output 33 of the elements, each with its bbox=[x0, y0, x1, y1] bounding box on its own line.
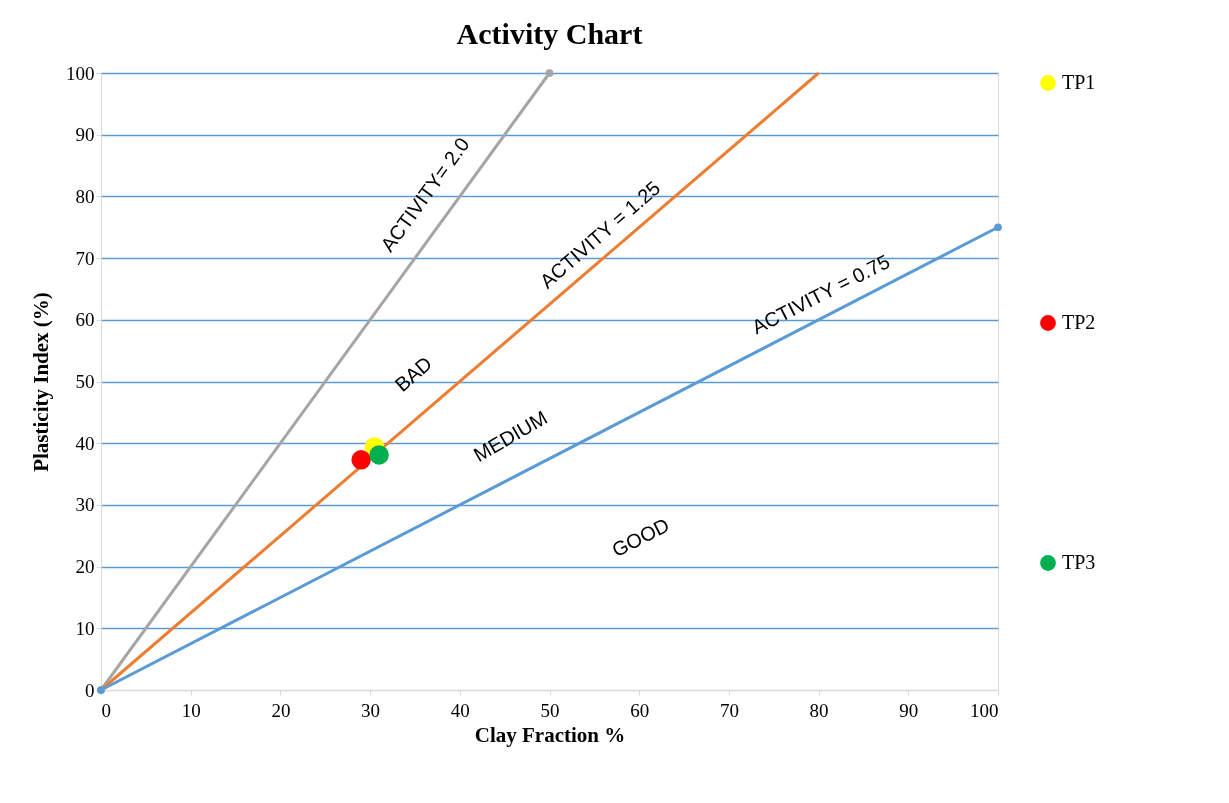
x-axis-title: Clay Fraction % bbox=[474, 722, 626, 747]
y-tick-label: 0 bbox=[85, 679, 95, 701]
y-tick-label: 30 bbox=[75, 494, 95, 516]
y-tick-label: 10 bbox=[75, 617, 95, 639]
x-tick-label: 90 bbox=[899, 699, 919, 721]
y-tick-label: 50 bbox=[75, 371, 95, 392]
x-tick-label: 50 bbox=[540, 699, 560, 721]
legend-label: TP3 bbox=[1062, 551, 1096, 573]
x-tick-label: 20 bbox=[271, 699, 291, 721]
y-axis-title: Plasticity Index (%) bbox=[29, 292, 53, 472]
y-tick-label: 100 bbox=[66, 62, 95, 84]
annotation: BAD bbox=[390, 352, 437, 396]
y-tick-label: 40 bbox=[75, 432, 95, 454]
x-tick-label: 70 bbox=[719, 699, 739, 721]
point bbox=[994, 223, 1002, 232]
y-tick-label: 60 bbox=[75, 309, 95, 331]
point bbox=[351, 450, 371, 470]
x-tick-label: 0 bbox=[101, 699, 111, 721]
x-tick-label: 80 bbox=[809, 699, 829, 721]
x-tick-label: 100 bbox=[970, 699, 999, 721]
chart-title: Activity Chart bbox=[456, 17, 643, 50]
y-tick-label: 20 bbox=[75, 556, 95, 578]
point bbox=[545, 69, 554, 77]
x-tick-label: 40 bbox=[450, 699, 470, 721]
y-tick-label: 90 bbox=[75, 124, 95, 146]
legend-label: TP1 bbox=[1062, 71, 1096, 93]
legend-label: TP2 bbox=[1062, 311, 1096, 333]
x-tick-label: 10 bbox=[181, 699, 201, 721]
x-tick-label: 60 bbox=[630, 699, 650, 721]
y-tick-label: 70 bbox=[75, 247, 95, 269]
point bbox=[369, 445, 389, 465]
y-tick-label: 80 bbox=[75, 185, 95, 207]
x-tick-label: 30 bbox=[361, 699, 381, 721]
